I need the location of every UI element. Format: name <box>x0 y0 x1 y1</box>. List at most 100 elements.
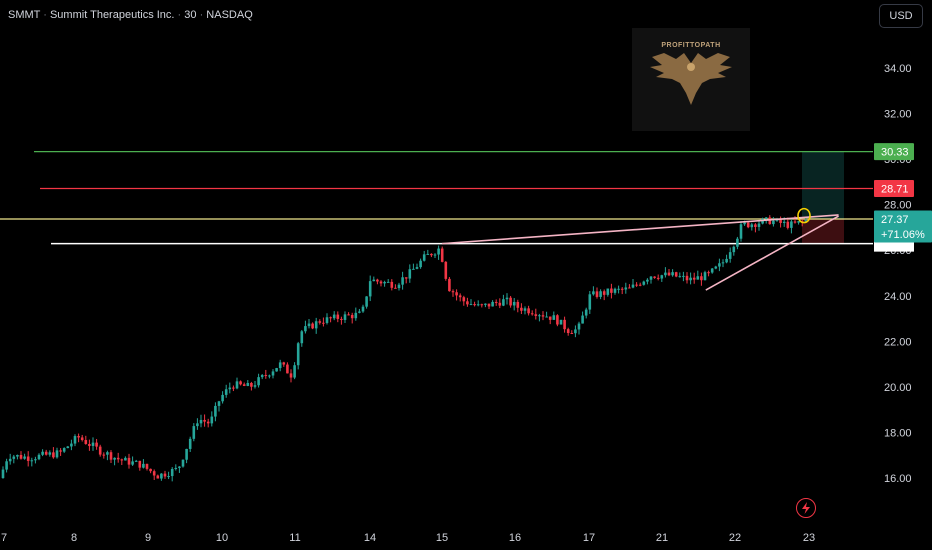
symbol-header: SMMT · Summit Therapeutics Inc. · 30 · N… <box>8 9 253 21</box>
candle-body <box>570 333 574 335</box>
candle-body <box>412 268 415 270</box>
candle-body <box>592 291 595 295</box>
long-position-tool[interactable] <box>802 151 844 244</box>
candle-body <box>138 460 142 468</box>
symbol-interval: 30 <box>184 9 197 21</box>
currency-button[interactable]: USD <box>879 4 923 28</box>
candle-body <box>653 276 656 278</box>
candle-body <box>347 314 350 316</box>
candle-body <box>379 281 383 284</box>
candle-body <box>584 309 588 316</box>
candle-body <box>667 272 671 276</box>
candle-body <box>253 385 257 387</box>
candle-body <box>516 301 520 308</box>
candle-body <box>152 471 156 476</box>
candle-body <box>268 375 271 377</box>
candle-body <box>757 223 761 227</box>
candle-body <box>764 217 768 219</box>
candle-body <box>599 291 602 297</box>
price-tick-label: 28.00 <box>884 200 912 212</box>
candle-body <box>217 401 221 406</box>
price-label-box <box>874 210 932 243</box>
candle-body <box>106 452 109 455</box>
candle-body <box>185 448 188 460</box>
candle-body <box>685 275 689 281</box>
candlesticks <box>1 215 808 482</box>
candle-body <box>109 452 113 460</box>
trend-lines[interactable] <box>441 214 839 291</box>
candle-body <box>523 308 527 311</box>
candle-body <box>221 394 224 402</box>
candle-body <box>491 301 494 307</box>
candle-body <box>588 294 592 310</box>
candle-body <box>617 288 620 290</box>
time-tick-label: 8 <box>71 532 77 544</box>
candle-body <box>635 284 638 286</box>
price-label-text: 30.33 <box>881 147 909 159</box>
time-axis[interactable]: 7 8 9 10 11 14 15 16 17 21 22 23 <box>1 532 815 544</box>
candle-body <box>325 317 329 323</box>
candle-body <box>628 287 631 289</box>
candle-body <box>77 436 80 438</box>
candle-body <box>566 329 570 334</box>
candle-body <box>361 306 365 312</box>
candle-body <box>343 314 347 320</box>
candle-body <box>793 221 797 223</box>
candle-body <box>1 469 5 479</box>
time-tick-label: 21 <box>656 532 668 544</box>
logo-watermark: PROFITTOPATH <box>632 28 750 131</box>
candle-body <box>271 371 275 376</box>
candle-body <box>710 268 714 273</box>
candle-body <box>682 275 685 277</box>
candle-body <box>246 382 250 386</box>
trend-line[interactable] <box>705 215 839 291</box>
price-label-text: 27.37 <box>881 214 909 226</box>
price-label-box <box>874 143 914 161</box>
candle-body <box>638 284 642 286</box>
candle-body <box>545 316 548 318</box>
candle-body <box>329 317 332 319</box>
price-tick-label: 22.00 <box>884 336 912 348</box>
candle-body <box>772 220 775 225</box>
candle-body <box>66 446 70 449</box>
trend-line[interactable] <box>441 214 839 245</box>
candle-body <box>311 323 314 329</box>
candle-body <box>192 426 196 439</box>
price-tick-label: 34.00 <box>884 63 912 75</box>
candle-body <box>354 312 358 319</box>
candle-body <box>606 288 610 295</box>
candle-body <box>577 323 581 330</box>
candle-body <box>293 365 296 378</box>
candle-body <box>631 284 635 288</box>
candle-body <box>55 450 59 458</box>
candle-body <box>372 279 376 282</box>
candle-body <box>746 222 750 228</box>
candle-body <box>127 457 131 465</box>
candle-body <box>134 460 138 462</box>
candle-body <box>534 314 538 316</box>
candle-body <box>98 446 102 455</box>
time-tick-label: 16 <box>509 532 521 544</box>
profit-zone <box>802 151 844 220</box>
candle-body <box>552 315 556 320</box>
lightning-icon[interactable] <box>796 498 816 518</box>
candle-body <box>228 387 232 390</box>
time-tick-label: 9 <box>145 532 151 544</box>
candle-body <box>232 387 235 389</box>
candle-body <box>797 221 800 223</box>
candle-body <box>242 384 246 386</box>
candle-body <box>505 297 509 300</box>
horizontal-lines[interactable] <box>0 150 873 245</box>
price-axis[interactable]: 34.0032.0030.0028.0026.0024.0022.0020.00… <box>884 63 912 485</box>
symbol-exchange: NASDAQ <box>206 9 253 21</box>
candle-body <box>257 377 260 386</box>
candle-body <box>530 313 534 315</box>
candle-body <box>700 276 703 281</box>
candle-body <box>548 316 552 320</box>
candle-body <box>289 373 293 378</box>
candle-body <box>34 459 37 461</box>
time-tick-label: 23 <box>803 532 815 544</box>
candle-body <box>16 454 19 457</box>
time-tick-label: 17 <box>583 532 595 544</box>
